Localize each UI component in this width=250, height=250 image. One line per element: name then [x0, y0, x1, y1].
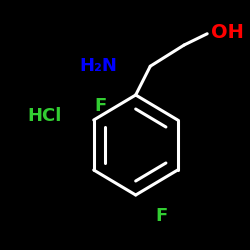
Text: F: F [155, 207, 167, 225]
Text: H₂N: H₂N [80, 57, 118, 75]
Text: OH: OH [211, 23, 244, 42]
Text: HCl: HCl [28, 107, 62, 125]
Text: F: F [94, 97, 107, 115]
